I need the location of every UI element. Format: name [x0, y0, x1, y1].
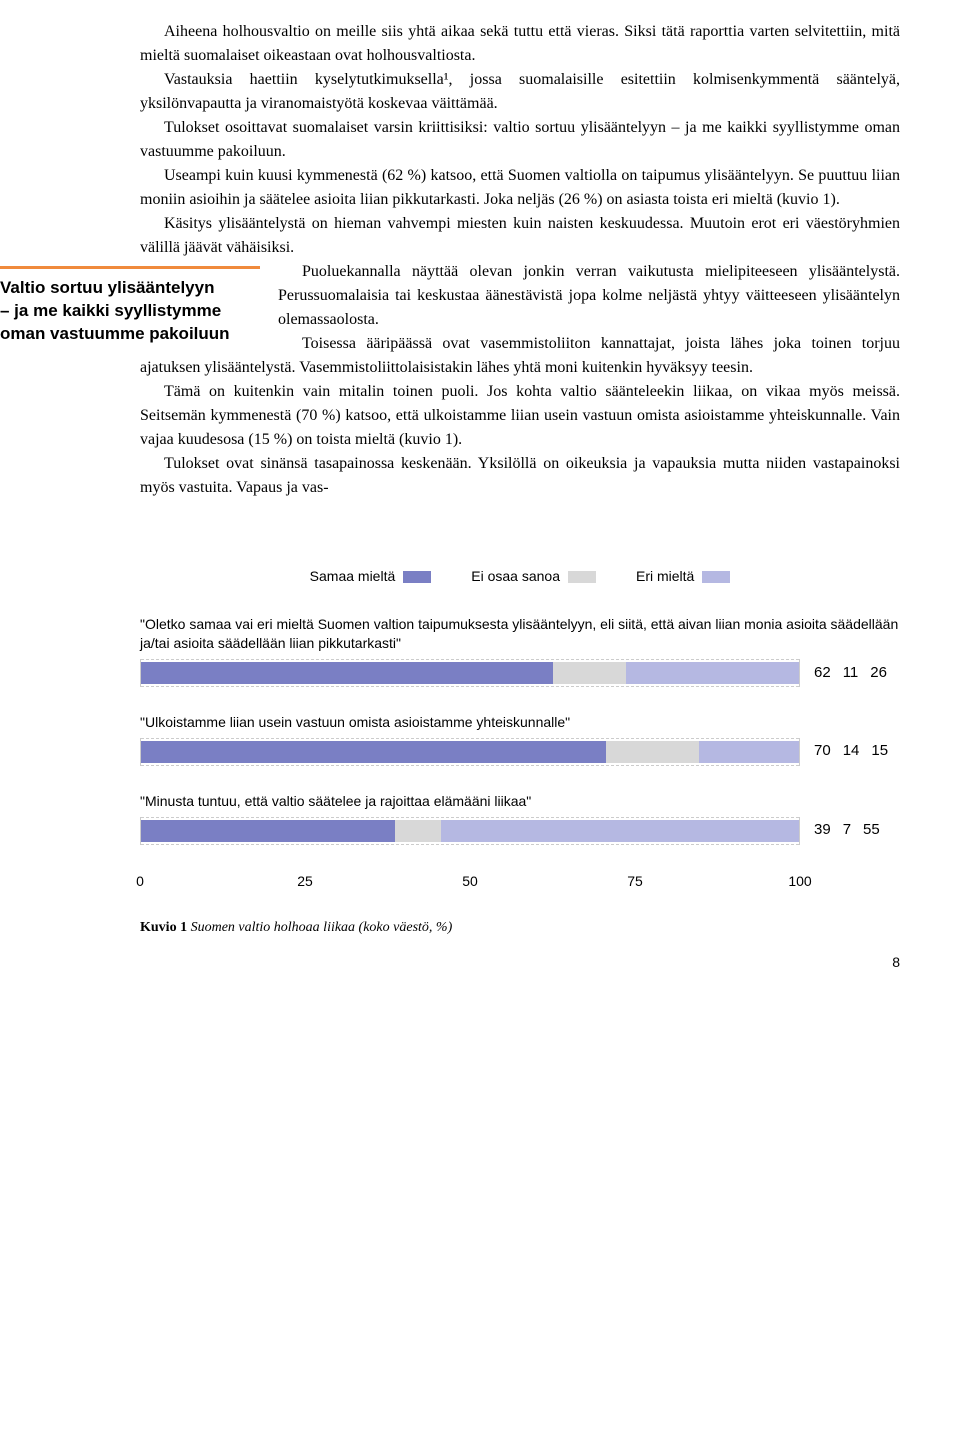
- bar-segment: [626, 662, 799, 684]
- legend-swatch-disagree: [702, 571, 730, 583]
- value-disagree: 26: [870, 662, 887, 685]
- bar-segment: [553, 662, 626, 684]
- value-dontknow: 14: [843, 740, 860, 763]
- stacked-bar: [140, 738, 800, 766]
- survey-chart: Samaa mieltä Ei osaa sanoa Eri mieltä "O…: [140, 566, 900, 938]
- pull-quote-line: – ja me kaikki syyllistymme: [0, 300, 260, 323]
- chart-legend: Samaa mieltä Ei osaa sanoa Eri mieltä: [140, 566, 900, 587]
- value-labels: 39 7 55: [814, 819, 880, 842]
- bar-segment: [395, 820, 441, 842]
- page-number: 8: [0, 952, 960, 973]
- paragraph: Vastauksia haettiin kyselytutkimuksella¹…: [140, 68, 900, 116]
- stacked-bar: [140, 817, 800, 845]
- axis-tick: 25: [297, 871, 313, 892]
- question-text: "Oletko samaa vai eri mieltä Suomen valt…: [140, 615, 900, 653]
- legend-swatch-dontknow: [568, 571, 596, 583]
- legend-item-disagree: Eri mieltä: [636, 566, 730, 587]
- x-axis: 0 25 50 75 100: [140, 871, 800, 895]
- paragraph: Tulokset osoittavat suomalaiset varsin k…: [140, 116, 900, 164]
- question-text: "Minusta tuntuu, että valtio säätelee ja…: [140, 792, 900, 811]
- legend-swatch-agree: [403, 571, 431, 583]
- value-disagree: 55: [863, 819, 880, 842]
- question-block: "Oletko samaa vai eri mieltä Suomen valt…: [140, 615, 900, 687]
- figure-caption: Kuvio 1 Suomen valtio holhoaa liikaa (ko…: [140, 917, 900, 938]
- value-dontknow: 11: [843, 662, 859, 685]
- caption-label: Kuvio 1: [140, 920, 187, 935]
- question-block: "Ulkoistamme liian usein vastuun omista …: [140, 713, 900, 766]
- value-labels: 62 11 26: [814, 662, 887, 685]
- paragraph: Aiheena holhousvaltio on meille siis yht…: [140, 20, 900, 68]
- legend-item-agree: Samaa mieltä: [310, 566, 432, 587]
- value-agree: 70: [814, 740, 831, 763]
- question-text: "Ulkoistamme liian usein vastuun omista …: [140, 713, 900, 732]
- caption-text: Suomen valtio holhoaa liikaa (koko väest…: [191, 920, 453, 935]
- paragraph: Useampi kuin kuusi kymmenestä (62 %) kat…: [140, 164, 900, 212]
- legend-item-dontknow: Ei osaa sanoa: [471, 566, 596, 587]
- question-block: "Minusta tuntuu, että valtio säätelee ja…: [140, 792, 900, 845]
- bar-segment: [699, 741, 799, 763]
- value-dontknow: 7: [843, 819, 851, 842]
- value-agree: 39: [814, 819, 831, 842]
- legend-label: Ei osaa sanoa: [471, 566, 560, 587]
- legend-label: Eri mieltä: [636, 566, 694, 587]
- body-text: Aiheena holhousvaltio on meille siis yht…: [140, 20, 900, 500]
- pull-quote-line: oman vastuumme pakoiluun: [0, 323, 260, 346]
- axis-tick: 0: [136, 871, 144, 892]
- paragraph: Tämä on kuitenkin vain mitalin toinen pu…: [140, 380, 900, 452]
- axis-tick: 50: [462, 871, 478, 892]
- stacked-bar: [140, 659, 800, 687]
- value-labels: 70 14 15: [814, 740, 888, 763]
- value-agree: 62: [814, 662, 831, 685]
- paragraph: Tulokset ovat sinänsä tasapainossa keske…: [140, 452, 900, 500]
- pull-quote-line: Valtio sortuu ylisääntelyyn: [0, 277, 260, 300]
- bar-segment: [441, 820, 799, 842]
- pull-quote: Valtio sortuu ylisääntelyyn – ja me kaik…: [0, 266, 260, 346]
- paragraph: Käsitys ylisääntelystä on hieman vahvemp…: [140, 212, 900, 260]
- bar-segment: [141, 820, 395, 842]
- bar-segment: [141, 741, 606, 763]
- bar-segment: [141, 662, 553, 684]
- axis-tick: 100: [788, 871, 811, 892]
- legend-label: Samaa mieltä: [310, 566, 396, 587]
- bar-segment: [606, 741, 699, 763]
- axis-tick: 75: [627, 871, 643, 892]
- value-disagree: 15: [871, 740, 888, 763]
